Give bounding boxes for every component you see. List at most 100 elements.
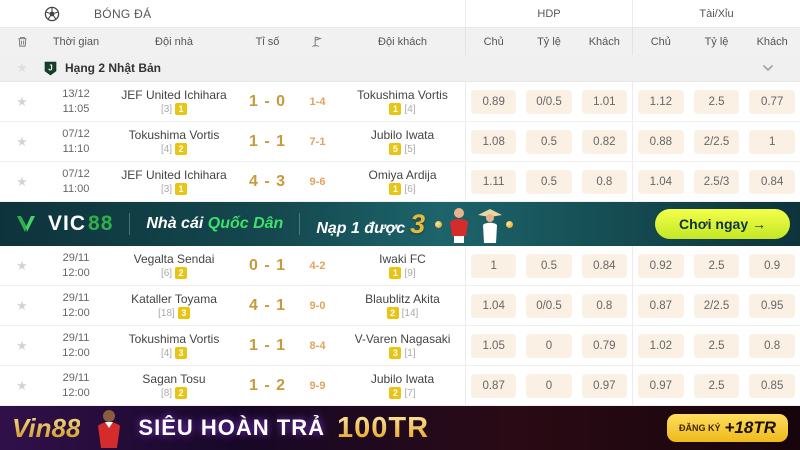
odds-cell-ou-home[interactable]: 1.02 [638,334,684,358]
away-team-name: Jubilo Iwata [340,372,465,386]
corner-score: 8-4 [295,340,340,352]
match-time: 11:00 [44,182,108,197]
favorite-star[interactable]: ★ [0,297,44,315]
odds-cell-hdp-away[interactable]: 0.84 [582,254,627,278]
odds-cell-hdp-home[interactable]: 1.08 [471,130,516,154]
full-time-score: 1 - 2 [240,377,295,395]
home-team: Sagan Tosu [8] 2 [108,372,240,399]
odds-cell-hdp-rate[interactable]: 0 [526,374,571,398]
column-header-away: Đội khách [340,36,465,48]
away-team-rank: [4] [404,104,415,115]
odds-cell-hdp-away[interactable]: 0.8 [582,294,627,318]
soccer-ball-icon [44,6,60,22]
odds-cell-hdp-home[interactable]: 1.11 [471,170,516,194]
away-team-name: V-Varen Nagasaki [340,332,465,346]
odds-cell-ou-home[interactable]: 0.92 [638,254,684,278]
odds-cell-hdp-away[interactable]: 0.97 [582,374,627,398]
odds-cell-hdp-away[interactable]: 0.8 [582,170,627,194]
odds-cell-hdp-away[interactable]: 0.79 [582,334,627,358]
away-card-badge: 1 [389,183,401,195]
home-team-rank: [18] [158,308,175,319]
match-date: 29/11 [44,371,108,386]
favorite-star[interactable]: ★ [0,337,44,355]
column-header-home: Đội nhà [108,36,240,48]
favorite-star[interactable]: ★ [0,93,44,111]
away-team-rank: [9] [404,268,415,279]
odds-cell-hdp-home[interactable]: 0.87 [471,374,516,398]
full-time-score: 1 - 0 [240,93,295,111]
odds-cell-hdp-away[interactable]: 1.01 [582,90,627,114]
away-card-badge: 5 [389,143,401,155]
odds-cell-ou-rate[interactable]: 2/2.5 [694,294,740,318]
league-header[interactable]: ★ J Hạng 2 Nhật Bản [0,55,800,82]
odds-cell-ou-rate[interactable]: 2.5 [694,374,740,398]
promo-banner-vin88[interactable]: Vin88 SIÊU HOÀN TRẢ 100TR ĐĂNG KÝ +18TR [0,406,800,450]
vin88-logo: Vin88 [12,413,80,444]
favorite-star[interactable]: ★ [0,257,44,275]
home-team-name: Tokushima Vortis [108,332,240,346]
odds-cell-ou-rate[interactable]: 2.5 [694,254,740,278]
match-row: ★ 29/11 12:00 Tokushima Vortis [4] 3 1 -… [0,326,800,366]
favorite-star[interactable]: ★ [0,173,44,191]
home-team-name: Sagan Tosu [108,372,240,386]
away-team-name: Iwaki FC [340,252,465,266]
match-date: 07/12 [44,127,108,142]
odds-cell-ou-away[interactable]: 0.77 [749,90,795,114]
home-team: Tokushima Vortis [4] 2 [108,128,240,155]
odds-cell-ou-rate[interactable]: 2.5/3 [694,170,740,194]
promo-banner-vic88[interactable]: VIC88 Nhà cái Quốc Dân Nạp 1 được 3 Chơi… [0,202,800,246]
odds-cell-hdp-home[interactable]: 0.89 [471,90,516,114]
odds-cell-hdp-rate[interactable]: 0.5 [526,254,571,278]
odds-cell-hdp-home[interactable]: 1 [471,254,516,278]
odds-cell-ou-away[interactable]: 0.84 [749,170,795,194]
odds-cell-hdp-rate[interactable]: 0 [526,334,571,358]
register-button[interactable]: ĐĂNG KÝ +18TR [667,414,788,442]
odds-cell-hdp-home[interactable]: 1.05 [471,334,516,358]
odds-cell-ou-away[interactable]: 0.85 [749,374,795,398]
over-under-odds: 1.04 2.5/3 0.84 [632,162,800,201]
divider [129,213,130,235]
odds-cell-ou-rate[interactable]: 2.5 [694,334,740,358]
away-team-name: Jubilo Iwata [340,128,465,142]
odds-cell-hdp-away[interactable]: 0.82 [582,130,627,154]
coin-icon [506,221,513,228]
odds-cell-ou-away[interactable]: 0.8 [749,334,795,358]
home-team: Tokushima Vortis [4] 3 [108,332,240,359]
home-card-badge: 2 [175,267,187,279]
full-time-score: 1 - 1 [240,337,295,355]
odds-cell-hdp-home[interactable]: 1.04 [471,294,516,318]
star-icon[interactable]: ★ [16,60,28,75]
odds-cell-ou-home[interactable]: 1.04 [638,170,684,194]
vic88-logo-icon [14,212,38,236]
match-date: 29/11 [44,251,108,266]
league-logo: J [44,61,57,76]
odds-cell-hdp-rate[interactable]: 0.5 [526,170,571,194]
odds-cell-hdp-rate[interactable]: 0/0.5 [526,90,571,114]
chevron-down-icon[interactable] [762,64,774,72]
match-row: ★ 13/12 11:05 JEF United Ichihara [3] 1 … [0,82,800,122]
odds-cell-ou-rate[interactable]: 2.5 [694,90,740,114]
away-team: Omiya Ardija 1 [6] [340,168,465,195]
delete-icon[interactable] [0,35,44,48]
match-datetime: 29/11 12:00 [44,331,108,361]
hdp-odds: 0.87 0 0.97 [465,366,632,405]
odds-cell-ou-home[interactable]: 0.87 [638,294,684,318]
corner-score: 9-0 [295,300,340,312]
odds-cell-ou-home[interactable]: 1.12 [638,90,684,114]
play-now-button[interactable]: Chơi ngay → [655,209,790,239]
odds-cell-ou-home[interactable]: 0.97 [638,374,684,398]
odds-cell-ou-rate[interactable]: 2/2.5 [694,130,740,154]
odds-cell-ou-away[interactable]: 0.95 [749,294,795,318]
favorite-star[interactable]: ★ [0,377,44,395]
over-under-odds: 0.88 2/2.5 1 [632,122,800,161]
odds-cell-hdp-rate[interactable]: 0/0.5 [526,294,571,318]
odds-cell-ou-away[interactable]: 1 [749,130,795,154]
star-icon: ★ [16,174,28,189]
odds-cell-hdp-rate[interactable]: 0.5 [526,130,571,154]
column-header-hdp-rate: Tỷ lệ [521,36,576,48]
match-datetime: 07/12 11:00 [44,167,108,197]
odds-cell-ou-away[interactable]: 0.9 [749,254,795,278]
away-team-rank: [6] [404,184,415,195]
odds-cell-ou-home[interactable]: 0.88 [638,130,684,154]
favorite-star[interactable]: ★ [0,133,44,151]
